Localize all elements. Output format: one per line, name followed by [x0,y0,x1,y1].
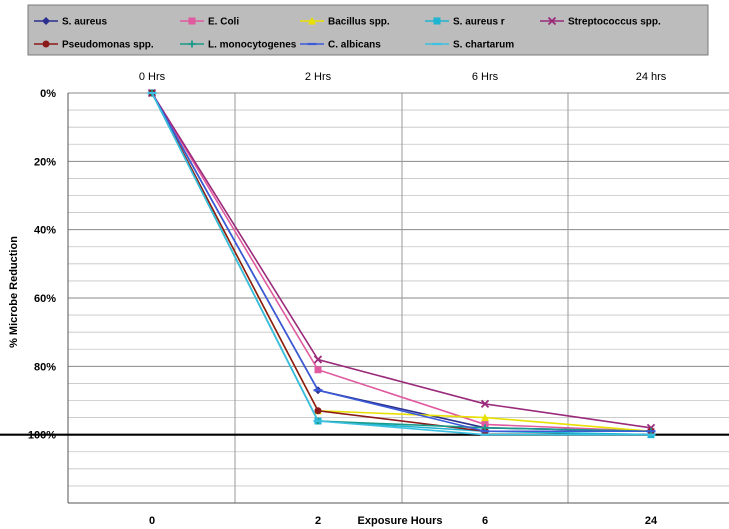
y-tick-label: 20% [34,156,56,168]
legend-swatch-marker [42,17,50,25]
legend-item: Streptococcus spp. [540,17,661,28]
legend-label: L. monocytogenes [208,40,297,51]
x-tick-label: 6 [482,515,488,527]
legend-swatch-marker [308,17,316,25]
legend-item: Bacillus spp. [300,17,390,28]
legend-item: C. albicans [300,40,381,51]
legend-swatch-marker [42,40,50,48]
legend-label: C. albicans [328,40,381,51]
legend-swatch-marker [188,40,196,48]
legend-label: E. Coli [208,17,239,28]
legend-swatch-marker [433,17,441,25]
series-line [151,92,652,429]
legend-label: Streptococcus spp. [568,17,661,28]
data-point [313,355,323,364]
data-point [314,366,322,374]
y-axis-label: % Microbe Reduction [8,236,20,348]
legend-item: S. aureus r [425,17,505,28]
legend-label: S. aureus [62,17,107,28]
series-layer [147,88,656,439]
legend-item: E. Coli [180,17,239,28]
legend-item: S. chartarum [425,40,514,51]
data-point [314,407,322,415]
y-tick-label: 100% [28,430,56,442]
legend-label: Pseudomonas spp. [62,40,154,51]
legend: S. aureus E. Coli Bacillus spp. S. aureus r… [27,4,709,56]
x-tick-label: 0 [149,515,155,527]
y-tick-label: 40% [34,225,56,237]
x-tick-label: 2 [315,515,321,527]
series-line [151,92,651,433]
x-tick-label-top: 6 Hrs [472,71,499,83]
series-line [151,92,651,436]
legend-item: L. monocytogenes [180,40,297,51]
x-tick-label-top: 24 hrs [636,71,667,83]
data-point [481,413,489,422]
y-tick-label: 60% [34,293,56,305]
x-axis-label: Exposure Hours [358,515,443,527]
data-point [480,399,490,409]
legend-label: S. chartarum [453,40,514,51]
grid [67,92,729,504]
x-tick-label-top: 2 Hrs [305,71,332,83]
legend-label: Bacillus spp. [328,17,390,28]
legend-swatch-marker [547,16,557,26]
y-tick-label: 0% [40,88,56,100]
legend-box [27,4,709,56]
legend-swatch-marker [188,17,196,25]
legend-item: Pseudomonas spp. [34,40,154,51]
series-line [151,92,652,433]
tick-labels: 0% 20% 40% 60% 80% 100% 0 Hrs 2 Hrs 6 Hrs 24 hrs 0… [28,71,667,527]
series-8 [147,91,656,436]
y-tick-label: 80% [34,361,56,373]
legend-item: S. aureus [34,17,107,28]
x-tick-label: 24 [645,515,658,527]
legend-label: S. aureus r [453,17,505,28]
x-tick-label-top: 0 Hrs [139,71,166,83]
